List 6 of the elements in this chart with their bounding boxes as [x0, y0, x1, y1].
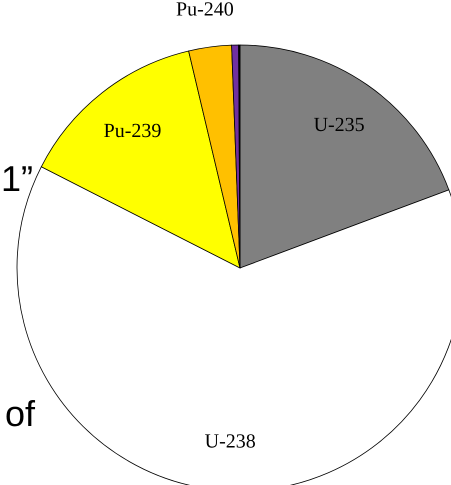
slice-label: U-238	[204, 430, 256, 453]
text: of	[4, 393, 36, 434]
slice-label: Pu-240	[176, 0, 234, 20]
slice-label: Pu-239	[104, 120, 162, 142]
text: 1”	[0, 158, 34, 199]
slice-label: U-235	[314, 114, 365, 136]
